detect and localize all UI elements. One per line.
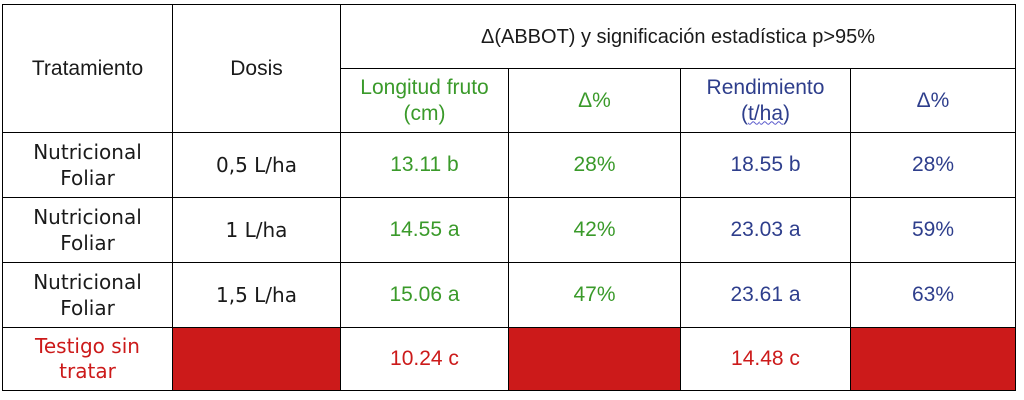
header-dose-label: Dosis bbox=[230, 56, 283, 80]
table-row: Nutricional Foliar 1,5 L/ha 15.06 a 47% … bbox=[2, 262, 1017, 328]
header-group-label: Δ(ABBOT) y significación estadística p>9… bbox=[480, 25, 876, 48]
cell-dose: 1 L/ha bbox=[172, 197, 341, 263]
header-length-line2: (cm) bbox=[403, 101, 446, 125]
cell-dose: 1,5 L/ha bbox=[172, 262, 341, 328]
cell-control-length-delta-empty bbox=[508, 327, 681, 391]
header-yield-delta: Δ% bbox=[849, 68, 1017, 133]
treatment-line2: Foliar bbox=[60, 296, 115, 320]
cell-length: 13.11 b bbox=[340, 132, 509, 198]
cell-length-delta: 42% bbox=[508, 197, 681, 263]
header-treatment-label: Tratamiento bbox=[31, 56, 144, 80]
results-table-container: Tratamiento Dosis Δ(ABBOT) y significaci… bbox=[2, 4, 1017, 391]
cell-control-yield-delta-empty bbox=[849, 327, 1017, 391]
header-row-top: Tratamiento Dosis Δ(ABBOT) y significaci… bbox=[2, 4, 1017, 133]
cell-length: 15.06 a bbox=[340, 262, 509, 328]
header-group: Δ(ABBOT) y significación estadística p>9… bbox=[339, 4, 1017, 69]
header-yield: Rendimiento (t/ha) bbox=[680, 68, 851, 133]
cell-treatment: Nutricional Foliar bbox=[2, 262, 173, 328]
cell-control-yield: 14.48 c bbox=[680, 327, 851, 391]
cell-yield-delta: 28% bbox=[849, 132, 1017, 198]
cell-yield: 23.61 a bbox=[680, 262, 851, 328]
header-yield-unit-b: ha bbox=[759, 101, 784, 125]
header-yield-prefix: ( bbox=[740, 101, 748, 125]
table-row: Nutricional Foliar 1 L/ha 14.55 a 42% 23… bbox=[2, 197, 1017, 263]
cell-treatment: Nutricional Foliar bbox=[2, 197, 173, 263]
treatment-line1: Nutricional bbox=[33, 140, 142, 164]
cell-length-delta: 28% bbox=[508, 132, 681, 198]
header-length-delta: Δ% bbox=[508, 68, 681, 133]
cell-yield: 23.03 a bbox=[680, 197, 851, 263]
cell-control-treatment: Testigo sin tratar bbox=[2, 327, 173, 391]
table-row: Nutricional Foliar 0,5 L/ha 13.11 b 28% … bbox=[2, 132, 1017, 198]
control-line2: tratar bbox=[59, 359, 116, 383]
header-yield-suffix: ) bbox=[783, 101, 791, 125]
header-yield-unit-a: t/ bbox=[747, 101, 760, 125]
header-yield-delta-label: Δ% bbox=[916, 88, 950, 112]
table-row-control: Testigo sin tratar 10.24 c 14.48 c bbox=[2, 327, 1017, 391]
cell-yield: 18.55 b bbox=[680, 132, 851, 198]
header-row-sub: Longitud fruto (cm) Δ% Rendimiento (t/ha… bbox=[3, 68, 1017, 133]
header-length: Longitud fruto (cm) bbox=[340, 68, 509, 133]
treatment-line1: Nutricional bbox=[33, 270, 142, 294]
cell-control-length: 10.24 c bbox=[340, 327, 509, 391]
control-line1: Testigo sin bbox=[35, 334, 140, 358]
results-table: Tratamiento Dosis Δ(ABBOT) y significaci… bbox=[2, 4, 1017, 391]
cell-yield-delta: 59% bbox=[849, 197, 1017, 263]
header-dose: Dosis bbox=[172, 4, 341, 133]
header-length-line1: Longitud fruto bbox=[360, 76, 489, 100]
header-treatment: Tratamiento bbox=[2, 4, 173, 133]
cell-length-delta: 47% bbox=[508, 262, 681, 328]
treatment-line1: Nutricional bbox=[33, 205, 142, 229]
header-yield-line1: Rendimiento bbox=[706, 76, 825, 100]
cell-dose: 0,5 L/ha bbox=[172, 132, 341, 198]
cell-control-dose-empty bbox=[172, 327, 341, 391]
treatment-line2: Foliar bbox=[60, 231, 115, 255]
cell-length: 14.55 a bbox=[340, 197, 509, 263]
cell-treatment: Nutricional Foliar bbox=[2, 132, 173, 198]
cell-yield-delta: 63% bbox=[849, 262, 1017, 328]
header-length-delta-label: Δ% bbox=[578, 88, 611, 112]
treatment-line2: Foliar bbox=[60, 166, 115, 190]
